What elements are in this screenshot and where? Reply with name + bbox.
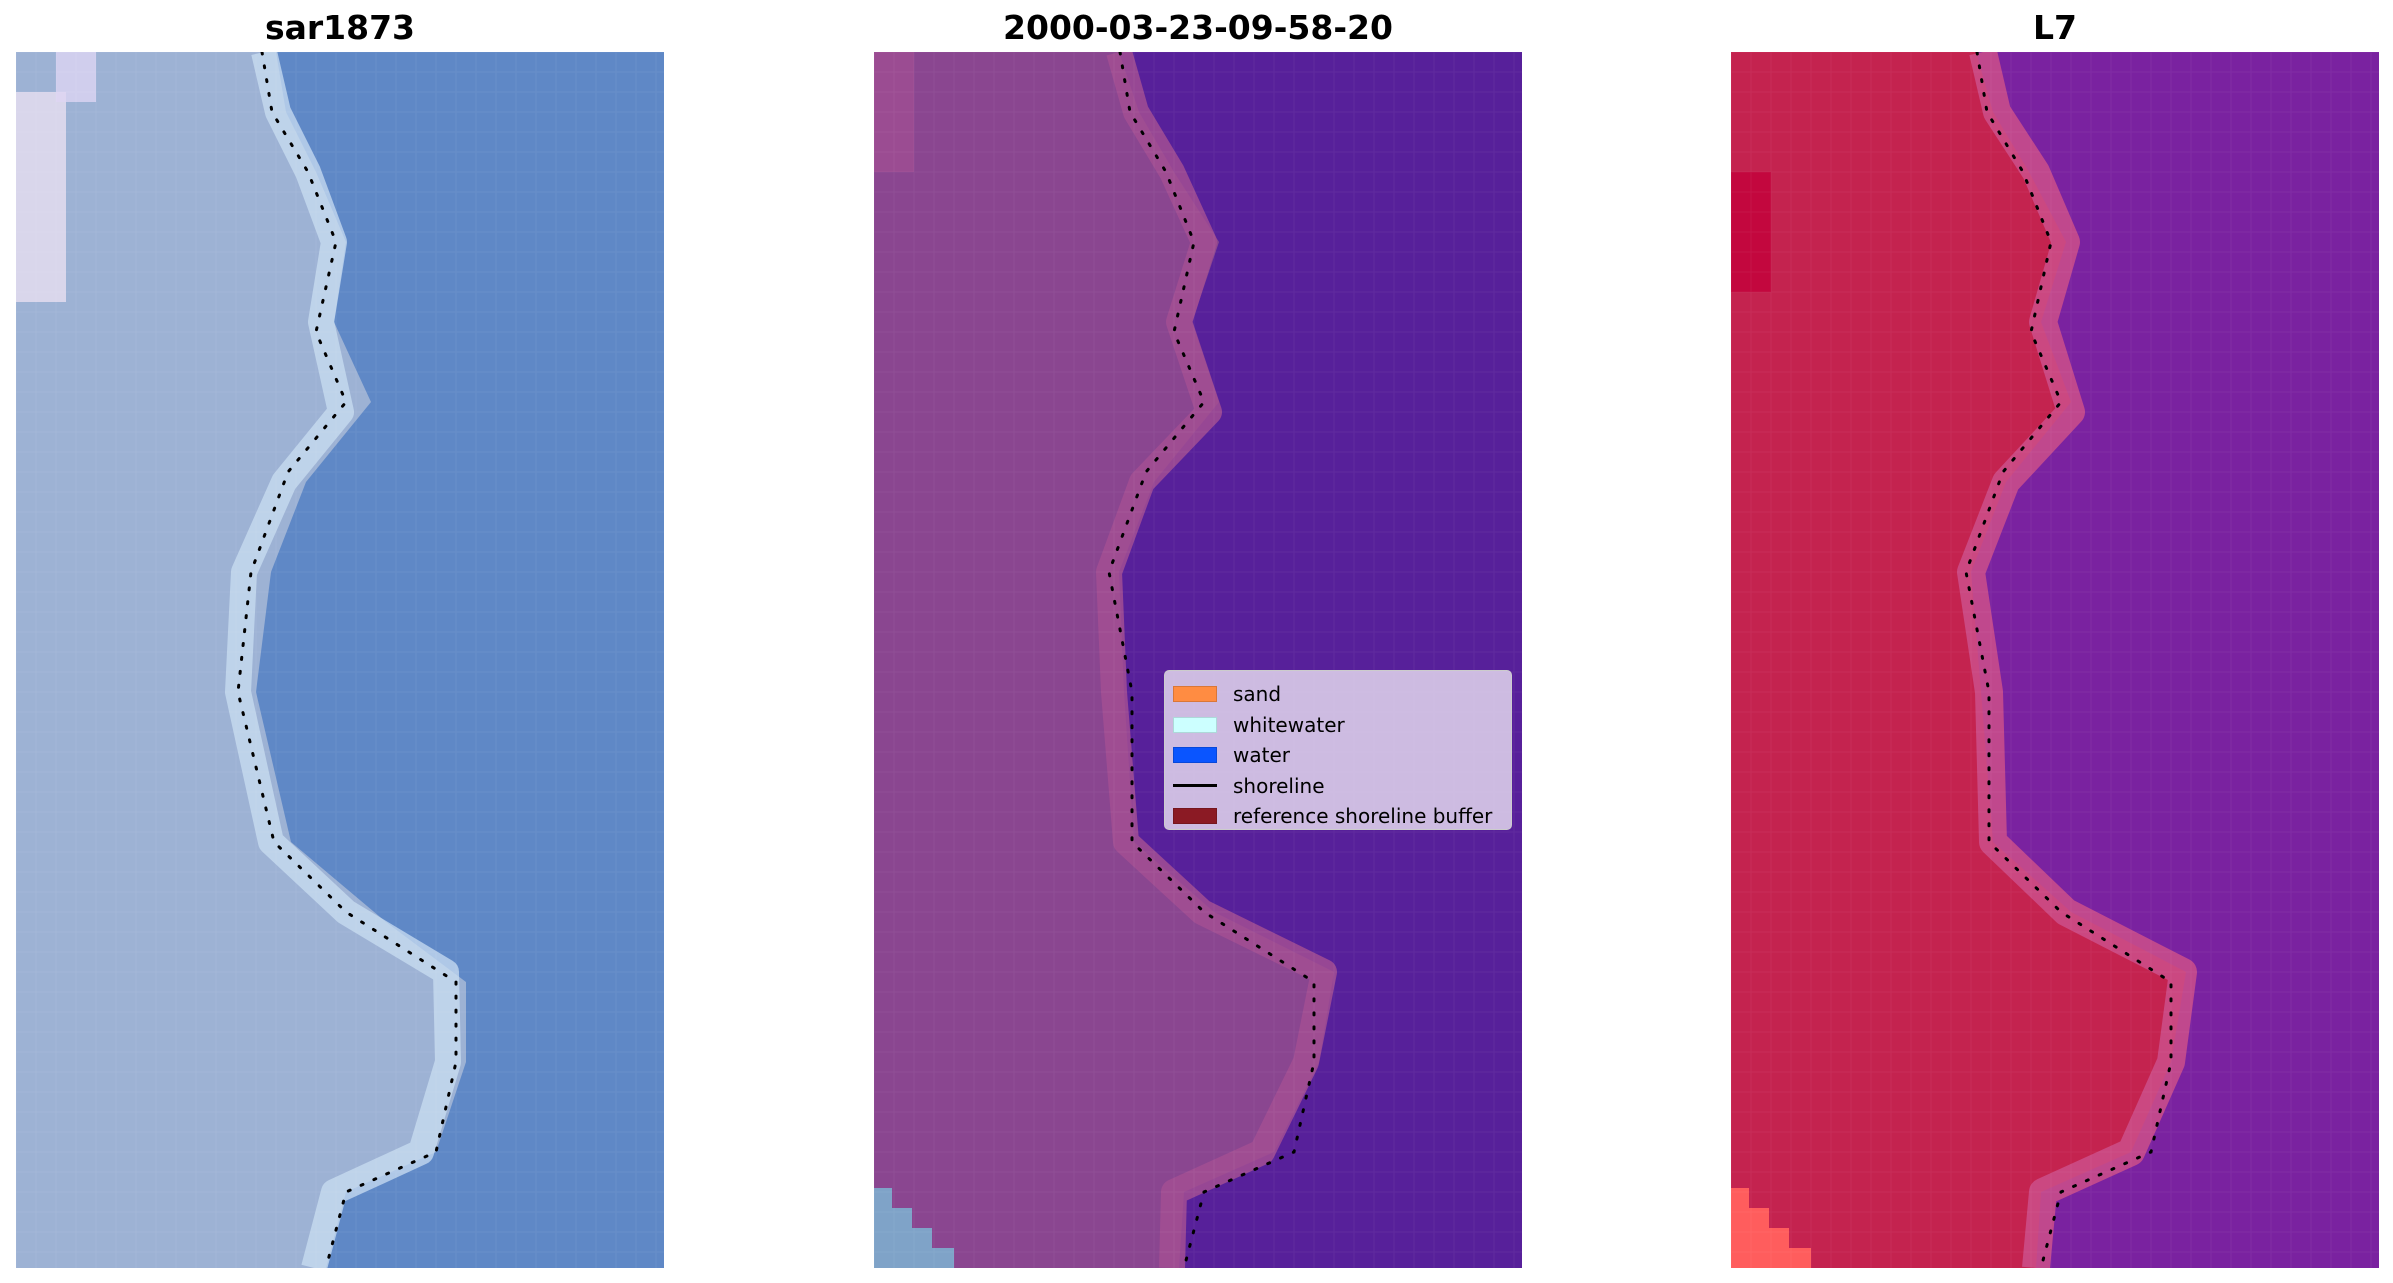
legend-item-reference-buffer: reference shoreline buffer bbox=[1173, 801, 1511, 832]
image-canvas bbox=[1731, 52, 2379, 1268]
satellite-image bbox=[16, 52, 664, 1268]
legend-item-water: water bbox=[1173, 740, 1511, 771]
classified-image bbox=[874, 52, 1522, 1268]
legend-label: reference shoreline buffer bbox=[1233, 804, 1493, 829]
whitewater-swatch bbox=[1173, 716, 1217, 733]
panel-title: 2000-03-23-09-58-20 bbox=[1003, 8, 1393, 47]
panel-l7: L7 bbox=[1731, 0, 2379, 1283]
panel-title: L7 bbox=[2033, 8, 2077, 47]
image-canvas bbox=[16, 52, 664, 1268]
panel-classification: 2000-03-23-09-58-20 bbox=[874, 0, 1522, 1283]
panel-title: sar1873 bbox=[264, 8, 416, 47]
reference-buffer-swatch bbox=[1173, 808, 1217, 825]
shoreline-dots bbox=[1964, 52, 2173, 1268]
shoreline-line-swatch bbox=[1173, 784, 1217, 788]
legend-item-shoreline: shoreline bbox=[1173, 771, 1511, 802]
shoreline-dots bbox=[1107, 52, 1316, 1268]
legend-label: shoreline bbox=[1233, 773, 1325, 798]
water-swatch bbox=[1173, 747, 1217, 764]
legend-item-whitewater: whitewater bbox=[1173, 710, 1511, 741]
legend-label: water bbox=[1233, 743, 1290, 768]
legend: sand whitewater water shoreline referenc… bbox=[1164, 670, 1512, 830]
legend-label: whitewater bbox=[1233, 712, 1345, 737]
false-color-image bbox=[1731, 52, 2379, 1268]
legend-item-sand: sand bbox=[1173, 679, 1511, 710]
sand-swatch bbox=[1173, 686, 1217, 703]
panel-sar1873: sar1873 bbox=[16, 0, 664, 1283]
legend-label: sand bbox=[1233, 682, 1282, 707]
shoreline-dots bbox=[236, 52, 458, 1268]
image-canvas bbox=[874, 52, 1522, 1268]
